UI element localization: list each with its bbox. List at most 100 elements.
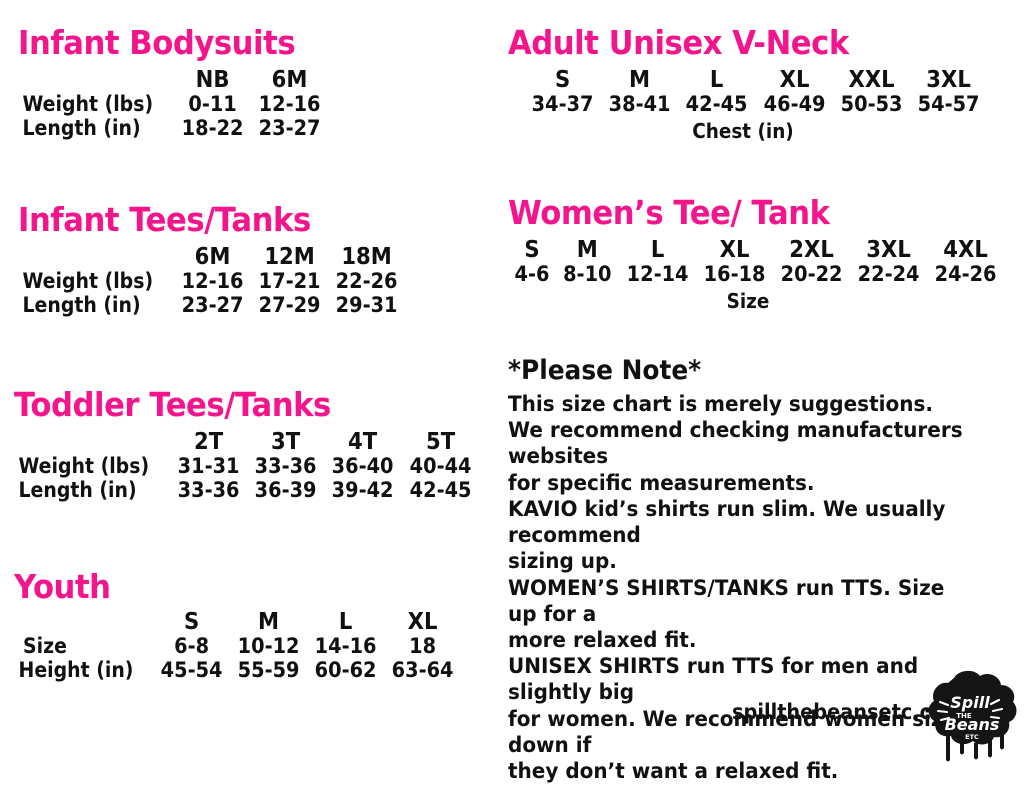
row-label: Length (in) (22, 116, 141, 141)
note-line-text: run TTS for men and slightly big (508, 654, 919, 706)
size-header: 5T (425, 429, 455, 455)
row-label: Weight (lbs) (22, 92, 154, 117)
size-table: S M L XL 2XL 3XL 4XL 4-6 8-10 12-14 16-1… (508, 237, 1004, 286)
table-cell: 54-57 (917, 92, 980, 117)
note-title: *Please Note* (508, 355, 702, 386)
size-table: S M L XL Size 6-8 10-12 14-16 18 Height … (14, 609, 461, 682)
note-line-text: more relaxed fit. (508, 627, 697, 653)
table-cell: 33-36 (177, 478, 240, 503)
note-line-text: they don’t want a relaxed fit. (508, 759, 839, 785)
table-row: Length (in) 33-36 36-39 39-42 42-45 (14, 478, 479, 502)
table-row: Size 6-8 10-12 14-16 18 (14, 634, 461, 658)
size-header: 3XL (926, 67, 971, 93)
table-cell: 23-27 (181, 293, 244, 318)
note-line: This size chart is merely suggestions. (508, 392, 978, 418)
note-line: WOMEN’S SHIRTS/TANKS run TTS. Size up fo… (508, 576, 978, 628)
size-header: M (257, 609, 279, 635)
logo-text-spill: Spill (950, 693, 990, 712)
table-cell: 16-18 (703, 262, 766, 287)
table-cell: 12-16 (181, 269, 244, 294)
note-line: for women. We recommend women size down … (508, 707, 978, 759)
note-line-text: sizing up. (508, 549, 617, 575)
spill-the-beans-logo: Spill THE Beans ETC (918, 668, 1022, 768)
size-header: L (650, 237, 664, 263)
section-heading: Infant Bodysuits (18, 23, 296, 62)
note-line-text: kid’s shirts run slim. We usually recomm… (508, 496, 946, 549)
table-row: Weight (lbs) 0-11 12-16 (18, 92, 328, 116)
logo-text-the: THE (956, 712, 972, 720)
section-toddler-tees-tanks: Toddler Tees/Tanks 2T 3T 4T 5T Weight (l… (14, 388, 479, 502)
section-womens-tee-tank: Women’s Tee/ Tank S M L XL 2XL 3XL 4XL 4… (508, 196, 1004, 313)
size-header: 3T (271, 429, 301, 455)
website-url[interactable]: spillthebeansetc.com (732, 700, 965, 724)
size-header: 6M (194, 244, 231, 270)
table-cell: 18-22 (181, 116, 244, 141)
table-cell: 38-41 (608, 92, 671, 117)
section-heading: Infant Tees/Tanks (18, 200, 311, 239)
table-cell: 36-40 (332, 454, 394, 479)
table-cell: 50-53 (840, 92, 903, 117)
table-cell: 60-62 (314, 658, 377, 683)
size-header: XXL (848, 67, 895, 93)
note-line: We recommend checking manufacturers webs… (508, 418, 978, 470)
note-line: for specific measurements. (508, 471, 978, 497)
table-cell: 46-49 (763, 92, 826, 117)
size-header: M (576, 237, 598, 263)
table-cell: 14-16 (314, 634, 377, 659)
table-cell: 12-16 (258, 92, 321, 117)
size-table: 2T 3T 4T 5T Weight (lbs) 31-31 33-36 36-… (14, 429, 479, 502)
table-cell: 22-26 (336, 269, 398, 294)
table-cell: 18 (409, 634, 437, 659)
table-row: 4-6 8-10 12-14 16-18 20-22 22-24 24-26 (508, 262, 1004, 286)
note-emphasis-unisex: UNISEX SHIRTS (508, 654, 680, 680)
table-cell: 0-11 (188, 92, 237, 117)
table-cell: 39-42 (332, 478, 394, 503)
section-heading: Toddler Tees/Tanks (14, 385, 331, 424)
note-emphasis-womens: WOMEN’S SHIRTS/TANKS (508, 575, 789, 601)
table-row: Weight (lbs) 31-31 33-36 36-40 40-44 (14, 454, 479, 478)
table-header-row: NB 6M (18, 67, 328, 92)
table-header-row: S M L XL XXL 3XL (524, 67, 987, 92)
table-header-row: S M L XL (14, 609, 461, 634)
table-cell: 4-6 (514, 262, 550, 287)
left-column: Infant Bodysuits NB 6M Weight (lbs) 0-11… (0, 0, 492, 768)
size-header: 12M (264, 244, 316, 270)
table-cell: 6-8 (173, 634, 209, 659)
section-infant-bodysuits: Infant Bodysuits NB 6M Weight (lbs) 0-11… (18, 26, 328, 140)
table-cell: 42-45 (409, 478, 472, 503)
section-heading: Adult Unisex V-Neck (508, 23, 849, 62)
note-line-text: for women. We recommend women size down … (508, 706, 957, 758)
header-spacer (18, 244, 159, 269)
right-column: Adult Unisex V-Neck S M L XL XXL 3XL 34-… (492, 0, 1024, 784)
size-header: S (183, 609, 199, 635)
table-row: Length (in) 18-22 23-27 (18, 116, 328, 140)
table-cell: 24-26 (934, 262, 997, 287)
table-cell: 42-45 (686, 92, 748, 117)
note-line-text: for specific measurements. (508, 470, 815, 496)
table-cell: 27-29 (258, 293, 321, 318)
header-spacer (14, 609, 139, 634)
table-row: Length (in) 23-27 27-29 29-31 (18, 293, 406, 317)
note-line-text: run TTS. Size up for a (508, 575, 945, 627)
table-header-row: 2T 3T 4T 5T (14, 429, 479, 454)
size-table: 6M 12M 18M Weight (lbs) 12-16 17-21 22-2… (18, 244, 406, 317)
table-row: Weight (lbs) 12-16 17-21 22-26 (18, 269, 406, 293)
size-header: 4XL (943, 237, 989, 263)
size-header: XL (407, 609, 438, 635)
size-table: NB 6M Weight (lbs) 0-11 12-16 Length (in… (18, 67, 328, 140)
table-cell: 36-39 (254, 478, 317, 503)
header-spacer (14, 429, 155, 454)
please-note-block: *Please Note* This size chart is merely … (508, 355, 1013, 785)
row-label: Length (in) (22, 293, 141, 318)
table-cell: 10-12 (237, 634, 300, 659)
table-row: 34-37 38-41 42-45 46-49 50-53 54-57 (524, 92, 987, 116)
logo-drip (988, 738, 992, 758)
row-label: Length (in) (18, 478, 137, 503)
logo-text-etc: ETC (965, 733, 979, 741)
logo-rays (936, 698, 1004, 722)
measurement-label: Chest (in) (692, 119, 794, 144)
note-emphasis-kavio: KAVIO (508, 496, 578, 522)
size-header: L (710, 67, 724, 93)
size-header: S (554, 67, 571, 93)
